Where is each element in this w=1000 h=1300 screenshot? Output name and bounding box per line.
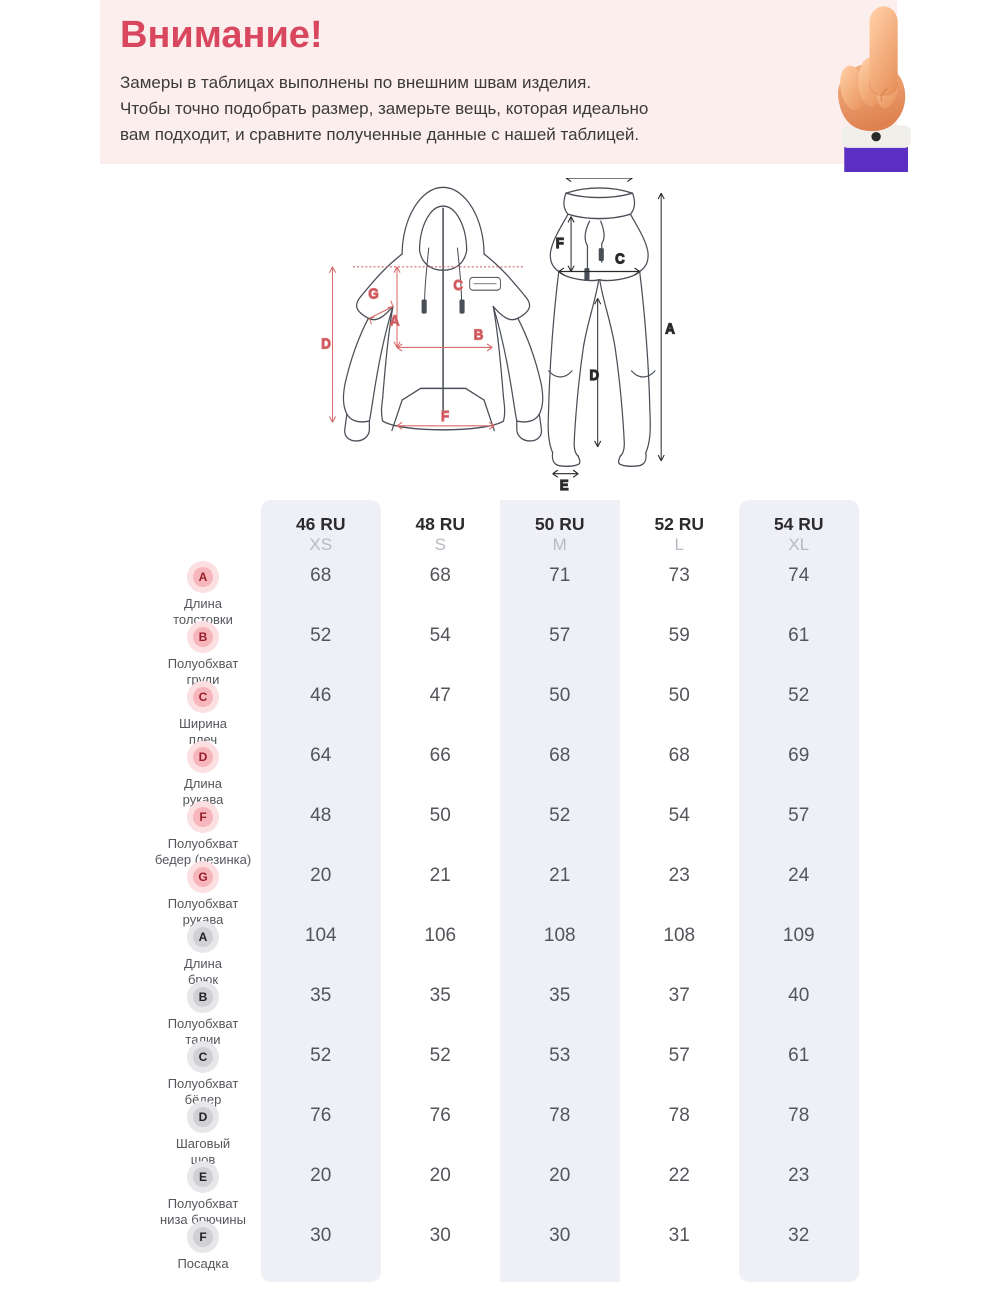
svg-text:D: D — [321, 336, 331, 353]
svg-text:C: C — [453, 277, 463, 294]
svg-text:E: E — [560, 477, 569, 494]
svg-text:B: B — [474, 327, 484, 344]
svg-text:G: G — [368, 286, 378, 303]
svg-text:F: F — [441, 408, 449, 425]
svg-text:A: A — [665, 321, 675, 338]
svg-text:D: D — [590, 367, 600, 384]
svg-text:C: C — [615, 251, 625, 268]
svg-text:A: A — [390, 312, 400, 329]
svg-text:F: F — [556, 235, 564, 252]
